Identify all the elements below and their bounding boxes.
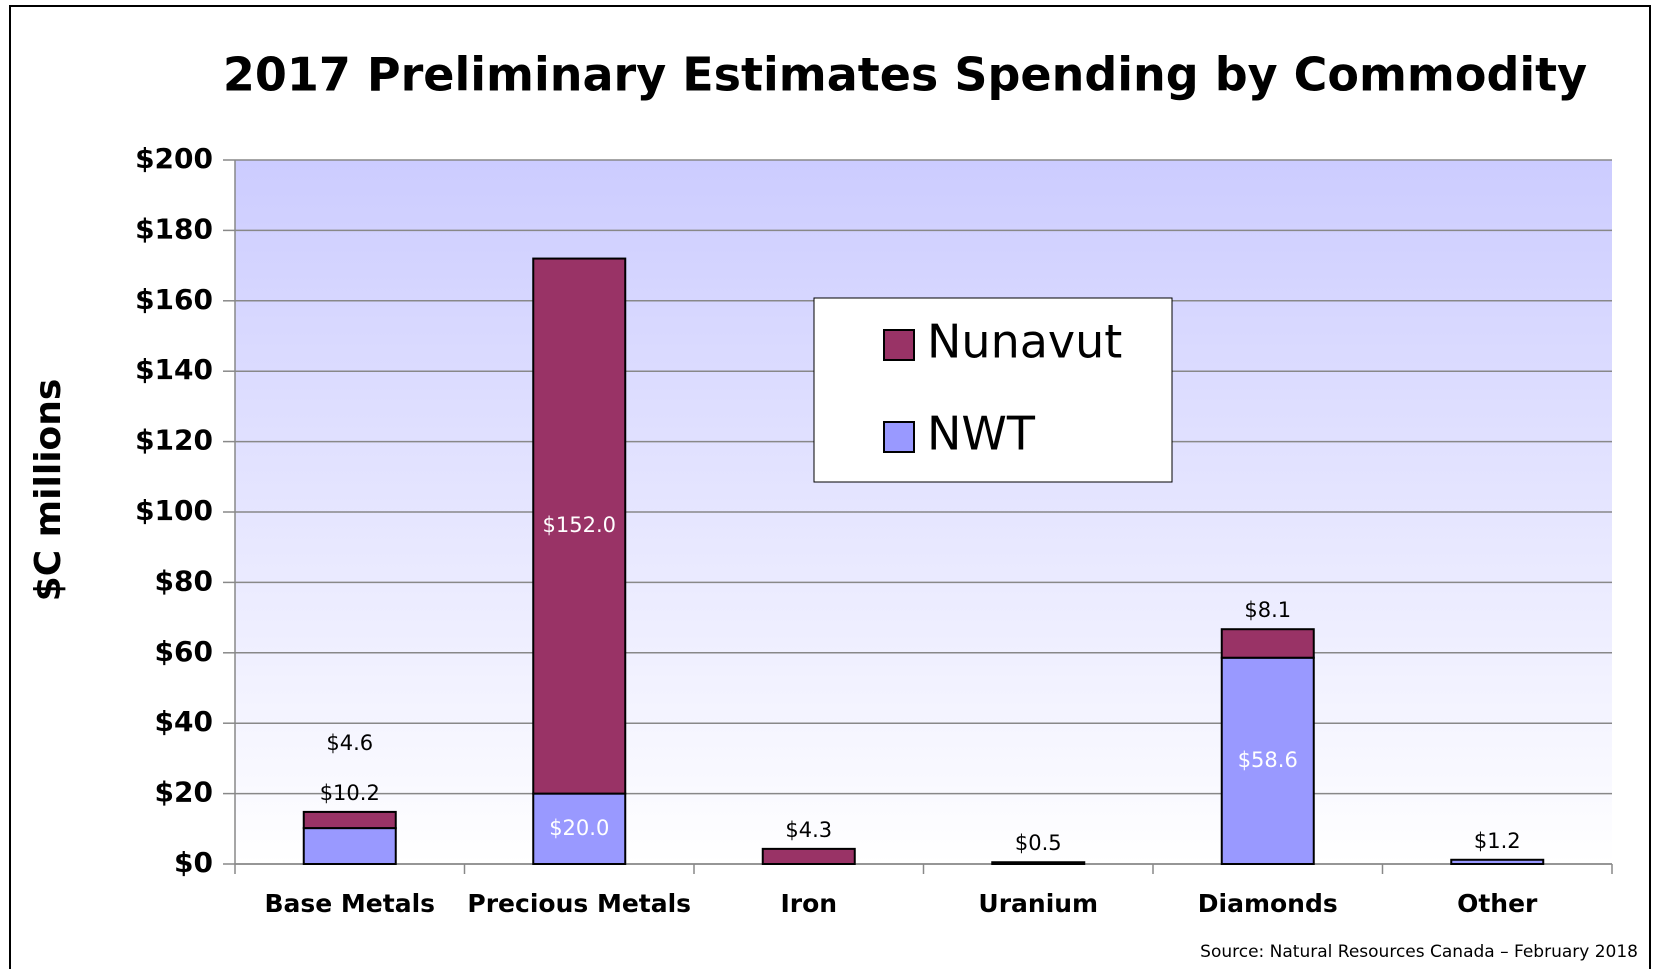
bar-segment: [1220, 628, 1315, 659]
y-tick-label: $180: [135, 212, 213, 245]
bar-segment: [991, 861, 1086, 865]
legend-label: NWT: [927, 407, 1036, 461]
y-tick-label: $100: [135, 494, 213, 527]
legend: Nunavut NWT: [813, 297, 1173, 483]
bar-segment: [532, 792, 627, 865]
value-label: $4.6: [326, 731, 373, 755]
bar-segment: [302, 810, 397, 830]
value-label: $4.3: [785, 818, 832, 842]
value-label: $10.2: [320, 781, 380, 805]
y-tick-label: $140: [135, 353, 213, 386]
source-note: Source: Natural Resources Canada – Febru…: [1200, 942, 1638, 962]
legend-swatch: [883, 329, 915, 361]
value-label: $152.0: [543, 513, 616, 537]
value-label: $8.1: [1244, 598, 1291, 622]
bar-segment: [761, 847, 856, 866]
bar-segment: [1450, 858, 1545, 866]
chart-title: 2017 Preliminary Estimates Spending by C…: [223, 48, 1587, 102]
y-tick-label: $0: [174, 846, 213, 879]
y-tick-label: $120: [135, 424, 213, 457]
value-label: $20.0: [549, 816, 609, 840]
bar-segment: [302, 827, 397, 866]
x-tick-label: Uranium: [978, 889, 1098, 918]
x-tick-label: Precious Metals: [467, 889, 691, 918]
x-tick-label: Iron: [780, 889, 837, 918]
y-axis-label: $C millions: [28, 379, 69, 602]
legend-label: Nunavut: [927, 315, 1122, 369]
value-label: $1.2: [1474, 829, 1521, 853]
value-label: $58.6: [1238, 748, 1298, 772]
y-tick-label: $160: [135, 283, 213, 316]
legend-box: [813, 297, 1173, 483]
x-tick-label: Other: [1457, 889, 1538, 918]
x-tick-label: Diamonds: [1198, 889, 1338, 918]
y-tick-label: $200: [135, 142, 213, 175]
legend-swatch: [883, 421, 915, 453]
bar-segment: [532, 257, 627, 795]
x-tick-label: Base Metals: [264, 889, 435, 918]
y-tick-label: $40: [155, 705, 213, 738]
y-tick-label: $20: [155, 776, 213, 809]
value-label: $0.5: [1015, 831, 1062, 855]
y-tick-label: $80: [155, 564, 213, 597]
y-tick-label: $60: [155, 635, 213, 668]
